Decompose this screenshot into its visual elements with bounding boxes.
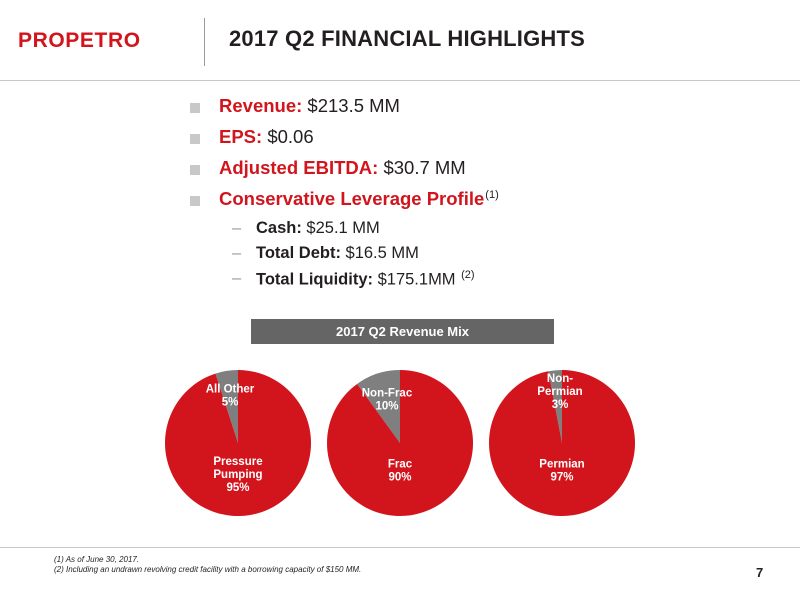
bullet-value: $213.5 MM: [302, 95, 400, 116]
pie-category-label: Frac: [388, 459, 413, 471]
pie-slice-frac: [327, 370, 473, 516]
page-number: 7: [756, 565, 764, 580]
propetro-logo: PROPETRO: [0, 0, 200, 70]
pie-category-label: All Other: [206, 384, 255, 396]
pie-value-label: 10%: [375, 401, 398, 413]
pie-category-label: Non-Frac: [362, 388, 413, 400]
pie-slice-pressure-pumping: [164, 369, 311, 516]
sub-bullet-label: Total Debt:: [256, 244, 341, 262]
pie-value-label: 97%: [550, 472, 573, 484]
bullet-square-icon: [190, 196, 200, 206]
header-rule: [0, 80, 800, 81]
bullet-square-icon: [190, 165, 200, 175]
header-divider: [204, 18, 205, 66]
sub-bullet-value: $175.1MM: [373, 270, 461, 289]
pie-value-label: 95%: [226, 482, 249, 494]
pie-category-label: Non-: [547, 373, 573, 385]
bullet-square-icon: [190, 134, 200, 144]
pie-slice-all-other: [215, 369, 238, 443]
footnote-2: (2) Including an undrawn revolving credi…: [54, 565, 362, 574]
pie-value-label: 3%: [552, 399, 569, 411]
dash-icon: –: [232, 244, 242, 262]
pie-value-label: 90%: [388, 472, 411, 484]
bullet-label: Adjusted EBITDA:: [219, 157, 379, 178]
sub-bullet-value: $25.1 MM: [301, 219, 380, 237]
bullet-label: Conservative Leverage Profile: [219, 188, 485, 209]
pie-category-label: Permian: [537, 386, 582, 398]
pie-slice-non-permian: [548, 369, 562, 443]
pie-slice-permian: [489, 370, 636, 516]
bullet-label: Revenue:: [219, 95, 303, 116]
bullet-label: EPS:: [219, 126, 263, 147]
pie-category-label: Pumping: [213, 469, 262, 481]
bullet-value: $0.06: [262, 126, 314, 147]
footnote-1: (1) As of June 30, 2017.: [54, 555, 140, 564]
bullet-square-icon: [190, 103, 200, 113]
revenue-mix-title-bar: 2017 Q2 Revenue Mix: [251, 319, 554, 344]
logo-text: PROPETRO: [18, 29, 141, 52]
sub-bullet-value: $16.5 MM: [340, 244, 419, 262]
footer-rule: [0, 547, 800, 548]
page-title: 2017 Q2 FINANCIAL HIGHLIGHTS: [229, 26, 586, 51]
pie-slice-non-frac: [357, 370, 400, 443]
footnote-ref: (2): [461, 269, 475, 281]
bullet-value: $30.7 MM: [378, 157, 466, 178]
footnote-ref: (1): [485, 188, 499, 201]
sub-bullet-label: Total Liquidity:: [256, 270, 374, 289]
dash-icon: –: [232, 219, 242, 237]
pie-value-label: 5%: [222, 397, 239, 409]
dash-icon: –: [232, 269, 242, 287]
sub-bullet-label: Cash:: [256, 219, 302, 237]
pie-category-label: Pressure: [213, 456, 262, 468]
pie-category-label: Permian: [539, 459, 584, 471]
